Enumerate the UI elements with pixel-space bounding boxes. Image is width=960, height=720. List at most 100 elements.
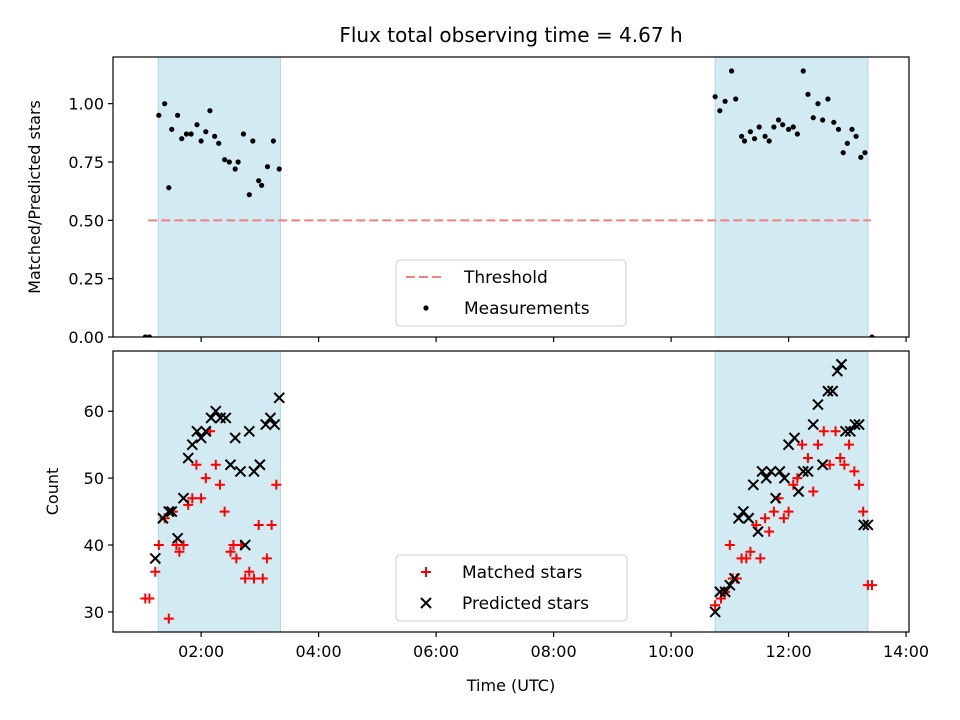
measurement-point — [766, 138, 772, 144]
predicted-star-marker — [788, 432, 801, 444]
matched-star-marker — [178, 540, 189, 551]
measurement-point — [733, 96, 739, 102]
matched-star-marker — [792, 473, 803, 484]
predicted-star-marker — [778, 472, 791, 484]
measurement-point — [256, 178, 262, 184]
predicted-star-marker — [844, 425, 856, 437]
measurement-point — [741, 138, 748, 144]
count-plot-area — [140, 358, 877, 624]
matched-star-marker — [191, 459, 202, 470]
predicted-star-marker — [186, 438, 199, 451]
matched-star-marker — [187, 493, 198, 504]
matched-star-marker — [257, 573, 268, 584]
predicted-star-marker — [177, 492, 190, 504]
legend-measurements-label: Measurements — [464, 299, 590, 319]
matched-star-marker — [764, 526, 775, 537]
measurement-point — [825, 96, 831, 102]
predicted-star-marker — [752, 525, 764, 538]
predicted-star-marker — [765, 465, 777, 478]
matched-star-marker — [788, 479, 799, 490]
matched-star-marker — [261, 553, 272, 564]
ratio-panel: 0.00 0.25 0.50 0.75 1.00 Matched/Predicted st… — [25, 56, 910, 347]
ratio-y-axis-title: Matched/Predicted stars — [25, 100, 44, 294]
predicted-star-marker — [268, 418, 281, 431]
count-x-tick-label: 06:00 — [413, 642, 459, 661]
matched-star-marker — [824, 459, 835, 470]
measurement-point — [166, 185, 172, 191]
measurement-point — [222, 157, 228, 163]
matched-star-marker — [797, 439, 808, 450]
predicted-star-marker — [792, 485, 805, 498]
measurement-point — [216, 140, 222, 146]
predicted-star-marker — [224, 459, 237, 471]
predicted-star-marker — [163, 505, 175, 518]
count-y-axis-title: Count — [43, 468, 62, 516]
ratio-y-tick-label: 0.75 — [68, 153, 104, 172]
predicted-star-marker — [264, 412, 277, 424]
count-x-tick-label: 08:00 — [531, 642, 577, 661]
legend-measurements-swatch — [423, 305, 429, 311]
matched-star-marker — [802, 453, 813, 464]
predicted-star-marker — [747, 479, 760, 491]
matched-star-marker — [778, 513, 789, 524]
measurement-point — [207, 108, 213, 114]
measurement-point — [179, 136, 185, 142]
measurement-point — [250, 138, 256, 144]
measurement-point — [162, 101, 168, 107]
matched-star-marker — [858, 506, 869, 517]
predicted-star-marker — [807, 418, 819, 431]
measurement-point — [775, 117, 782, 123]
predicted-star-marker — [849, 418, 861, 431]
count-x-tick-label: 10:00 — [648, 642, 694, 661]
predicted-star-marker — [191, 425, 203, 437]
measurement-point — [722, 98, 728, 104]
measurement-point — [858, 154, 864, 160]
ratio-legend-box — [395, 259, 627, 327]
predicted-star-marker — [719, 586, 731, 598]
measurement-point — [853, 133, 859, 139]
matched-star-marker — [768, 506, 779, 517]
measurement-point — [169, 126, 175, 132]
measurement-point — [240, 131, 247, 137]
matched-star-marker — [745, 546, 756, 557]
measurement-point — [203, 129, 209, 135]
matched-star-marker — [808, 486, 819, 497]
measurement-point — [259, 182, 265, 188]
predicted-star-marker — [273, 392, 285, 404]
measurement-point — [810, 115, 816, 121]
measurement-point — [800, 68, 806, 74]
measurement-point — [794, 131, 800, 137]
matched-star-marker — [244, 566, 255, 577]
predicted-star-marker — [243, 425, 255, 437]
predicted-star-marker — [732, 512, 745, 524]
predicted-star-marker — [742, 512, 755, 524]
predicted-star-marker — [835, 358, 848, 371]
measurement-point — [728, 68, 735, 74]
predicted-star-marker — [260, 418, 272, 431]
measurement-point — [820, 117, 826, 123]
predicted-star-marker — [858, 519, 870, 531]
predicted-star-marker — [182, 452, 194, 464]
count-x-tick-label: 12:00 — [766, 642, 812, 661]
measurement-point — [276, 166, 282, 172]
count-legend: Matched stars Predicted stars — [395, 554, 628, 622]
figure-title: Flux total observing time = 4.67 h — [339, 23, 682, 47]
measurement-point — [738, 133, 745, 139]
predicted-star-marker — [774, 465, 786, 478]
measurement-point — [805, 91, 811, 97]
predicted-star-marker — [831, 365, 844, 377]
matched-star-marker — [830, 426, 841, 437]
measurement-point — [198, 138, 204, 144]
predicted-star-marker — [724, 579, 736, 591]
predicted-star-marker — [195, 432, 207, 444]
legend-predicted-swatch — [420, 597, 432, 609]
matched-star-marker — [163, 613, 174, 624]
matched-star-marker — [240, 573, 251, 584]
predicted-star-marker — [812, 398, 824, 411]
matched-star-marker — [818, 426, 829, 437]
count-observing-band-1 — [714, 350, 869, 633]
matched-star-marker — [724, 540, 735, 551]
measurement-point — [756, 124, 762, 130]
matched-star-marker — [196, 493, 207, 504]
matched-star-marker — [219, 506, 230, 517]
